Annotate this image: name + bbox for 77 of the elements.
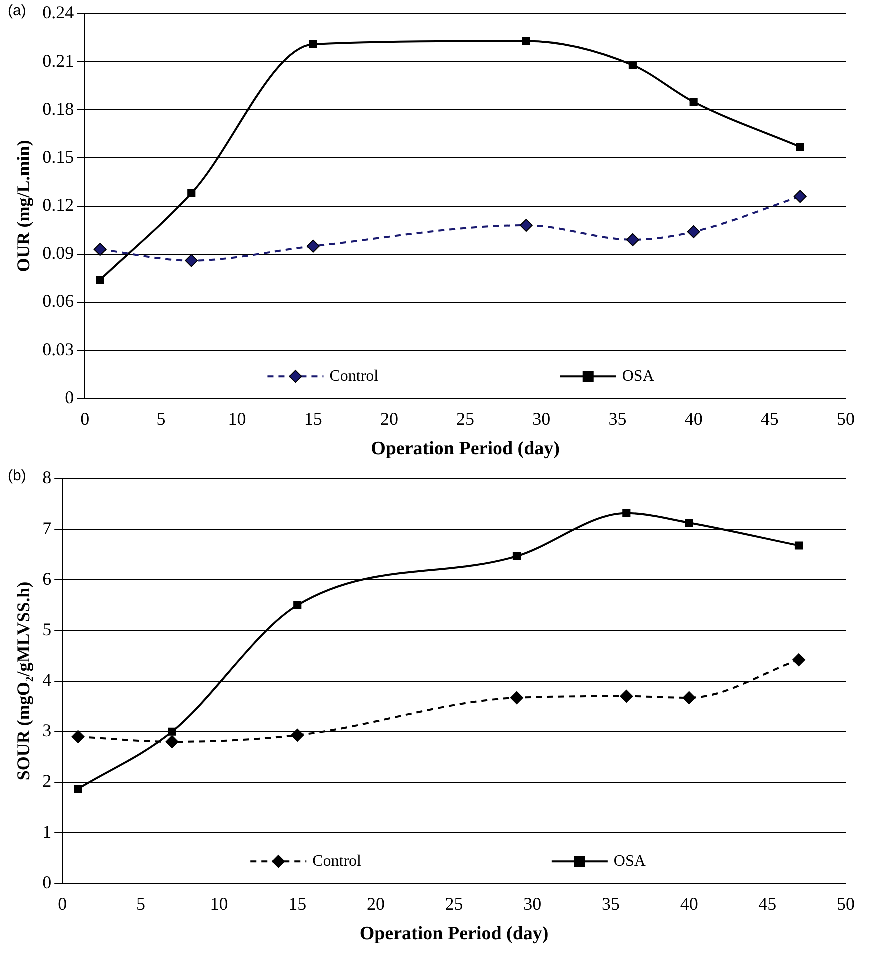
- y-tick-label: 0.09: [42, 243, 74, 264]
- point: [520, 219, 533, 232]
- x-axis-title: Operation Period (day): [371, 438, 560, 460]
- point: [794, 542, 804, 550]
- y-axis-title: OUR (mg/L.min): [13, 140, 34, 272]
- point: [522, 37, 530, 46]
- x-tick-label: 15: [304, 409, 322, 430]
- x-tick-label: 45: [760, 409, 779, 430]
- point: [794, 190, 807, 204]
- point: [687, 225, 700, 238]
- x-tick-label: 5: [136, 894, 146, 914]
- y-tick-label: 6: [42, 568, 52, 589]
- point: [622, 509, 631, 518]
- point: [690, 98, 698, 106]
- y-tick-label: 0.15: [42, 146, 74, 167]
- legend-label: Control: [330, 368, 380, 385]
- point: [628, 61, 637, 70]
- x-tick-label: 50: [837, 894, 855, 914]
- x-tick-label: 25: [445, 894, 464, 914]
- point: [188, 189, 196, 198]
- legend-label: Control: [312, 852, 362, 870]
- x-tick-label: 45: [758, 894, 777, 914]
- chart-title: (b): [8, 468, 26, 485]
- point: [291, 728, 304, 742]
- y-tick-label: 8: [42, 468, 52, 488]
- point: [626, 233, 640, 246]
- y-tick-label: 5: [42, 619, 52, 640]
- point: [94, 243, 107, 256]
- x-axis-title: Operation Period (day): [360, 924, 549, 945]
- x-tick-label: 20: [366, 894, 385, 914]
- x-tick-label: 15: [288, 894, 307, 914]
- y-tick-label: 0.03: [42, 339, 74, 360]
- point: [512, 552, 522, 560]
- chart-title: (a): [8, 2, 26, 20]
- point: [306, 240, 320, 253]
- y-tick-label: 0: [42, 872, 52, 892]
- legend-label: OSA: [614, 852, 646, 870]
- x-tick-label: 0: [80, 409, 90, 430]
- point: [682, 691, 696, 704]
- point: [685, 518, 694, 528]
- x-tick-label: 25: [456, 409, 475, 430]
- point: [185, 254, 198, 268]
- x-tick-label: 30: [524, 894, 542, 914]
- x-tick-label: 35: [608, 409, 627, 430]
- y-tick-label: 7: [42, 518, 52, 538]
- x-tick-label: 10: [228, 409, 246, 430]
- point: [74, 784, 82, 794]
- y-tick-label: 0.06: [42, 291, 74, 312]
- x-tick-label: 30: [532, 409, 551, 430]
- x-tick-label: 50: [837, 409, 855, 430]
- point: [294, 601, 302, 610]
- point: [309, 40, 318, 48]
- point: [796, 142, 804, 152]
- y-tick-label: 2: [42, 771, 52, 792]
- point: [96, 276, 104, 284]
- x-tick-label: 35: [602, 894, 620, 914]
- x-tick-label: 10: [210, 894, 228, 914]
- y-tick-label: 1: [42, 822, 52, 842]
- y-tick-label: 3: [42, 720, 52, 741]
- y-tick-label: 0: [65, 387, 74, 408]
- y-axis-title: SOUR (mgO₂/gMLVSS.h): [13, 582, 34, 781]
- y-tick-label: 4: [42, 670, 52, 690]
- y-tick-label: 0.12: [42, 195, 74, 216]
- y-tick-label: 0.21: [42, 50, 74, 71]
- x-tick-label: 40: [684, 409, 703, 430]
- x-tick-label: 40: [680, 894, 698, 914]
- point: [510, 691, 524, 704]
- point: [72, 730, 85, 744]
- x-tick-label: 5: [156, 409, 166, 430]
- y-tick-label: 0.18: [42, 98, 74, 119]
- point: [168, 728, 176, 736]
- y-tick-label: 0.24: [42, 2, 74, 23]
- point: [792, 654, 806, 667]
- x-tick-label: 20: [380, 409, 398, 430]
- point: [166, 735, 179, 748]
- legend-label: OSA: [622, 368, 655, 385]
- point: [620, 690, 634, 703]
